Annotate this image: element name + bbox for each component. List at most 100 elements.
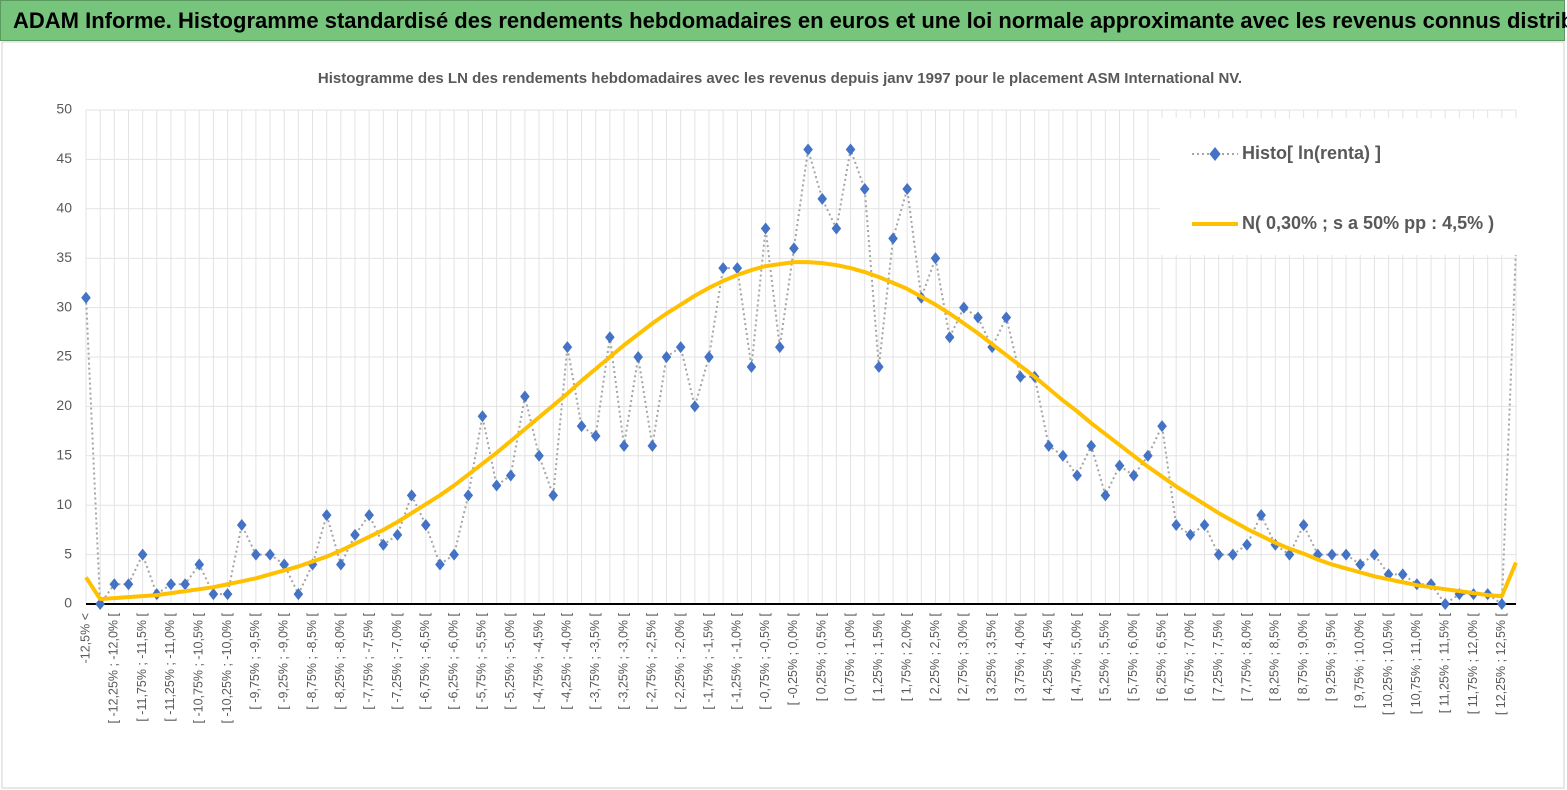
x-tick-label: [ -11,75% ; -11,5% [ <box>135 612 149 721</box>
x-tick-label: [ 2,75% ; 3,0% [ <box>956 612 970 701</box>
x-tick-label: [ 11,75% ; 12,0% [ <box>1466 612 1480 714</box>
data-point <box>1015 370 1026 383</box>
x-tick-label: [ -0,75% ; -0,5% [ <box>758 612 772 709</box>
x-tick-label: [ 4,25% ; 4,5% [ <box>1041 612 1055 701</box>
data-point <box>435 558 445 571</box>
x-tick-label: [ 11,25% ; 11,5% [ <box>1438 612 1452 713</box>
data-point <box>137 548 148 561</box>
data-point <box>392 528 403 541</box>
data-point <box>222 588 233 601</box>
data-point <box>590 430 601 443</box>
x-tick-label: [ -4,75% ; -4,5% [ <box>531 612 545 709</box>
data-point <box>1369 548 1380 561</box>
data-point <box>1355 558 1366 571</box>
data-point <box>1043 439 1054 452</box>
x-tick-label: [ -12,25% ; -12,0% [ <box>107 612 121 723</box>
data-point <box>973 311 983 324</box>
data-point <box>803 143 813 156</box>
data-point <box>1086 439 1097 452</box>
data-point <box>406 489 417 502</box>
x-tick-label: [ 8,75% ; 9,0% [ <box>1296 612 1310 701</box>
legend-marker <box>1209 147 1221 161</box>
x-tick-label: [ -1,25% ; -1,0% [ <box>730 612 744 709</box>
y-tick-label: 40 <box>56 200 72 216</box>
data-point <box>690 400 700 413</box>
x-tick-label: [ 3,25% ; 3,5% [ <box>984 612 998 701</box>
y-tick-label: 25 <box>56 348 72 364</box>
data-point <box>1213 548 1224 561</box>
data-point <box>1298 518 1309 531</box>
data-point <box>1199 518 1210 531</box>
x-tick-label: [ -11,25% ; -11,0% [ <box>163 612 177 721</box>
data-point <box>520 390 530 403</box>
data-point <box>166 578 176 591</box>
data-point <box>576 420 587 433</box>
x-tick-label: [ 8,25% ; 8,5% [ <box>1268 612 1282 701</box>
x-tick-label: [ -5,25% ; -5,0% [ <box>503 612 517 709</box>
data-point <box>718 262 728 275</box>
y-tick-label: 45 <box>56 150 72 166</box>
x-tick-label: [ 12,25% ; 12,5% [ <box>1494 612 1508 715</box>
x-tick-label: [ -2,75% ; -2,5% [ <box>645 612 659 709</box>
x-tick-label: [ -8,25% ; -8,0% [ <box>333 612 347 709</box>
data-point <box>265 548 275 561</box>
x-tick-label: [ 10,75% ; 11,0% [ <box>1409 612 1423 714</box>
chart-frame <box>1 41 1565 789</box>
data-point <box>449 548 459 561</box>
x-tick-label: [ 5,25% ; 5,5% [ <box>1098 612 1112 701</box>
data-point <box>930 252 941 265</box>
data-point <box>477 410 488 423</box>
y-tick-label: 5 <box>64 545 72 561</box>
chart-title: Histogramme des LN des rendements hebdom… <box>318 70 1242 87</box>
data-point <box>647 439 658 452</box>
x-tick-label: [ 5,75% ; 6,0% [ <box>1126 612 1140 701</box>
data-point <box>1114 459 1125 472</box>
x-tick-label: [ 6,75% ; 7,0% [ <box>1183 612 1197 701</box>
data-point <box>180 578 190 591</box>
y-tick-label: 10 <box>56 496 72 512</box>
data-point <box>1072 469 1082 482</box>
x-tick-label: [ -6,25% ; -6,0% [ <box>446 612 460 709</box>
x-tick-label: [ 0,75% ; 1,0% [ <box>843 612 857 701</box>
x-tick-label: [ 9,25% ; 9,5% [ <box>1324 612 1338 701</box>
data-point <box>194 558 205 571</box>
data-point <box>491 479 502 492</box>
data-point <box>378 538 389 551</box>
data-point <box>944 331 955 344</box>
data-point <box>1440 598 1451 610</box>
data-point <box>874 360 884 373</box>
data-point <box>1058 449 1068 462</box>
page-title: ADAM Informe. Histogramme standardisé de… <box>0 0 1567 41</box>
x-tick-label: [ -5,75% ; -5,5% [ <box>475 612 489 709</box>
data-point <box>81 291 91 304</box>
x-tick-label: [ 3,75% ; 4,0% [ <box>1013 612 1027 701</box>
x-tick-label: [ 4,75% ; 5,0% [ <box>1069 612 1083 701</box>
x-tick-label: [ -7,25% ; -7,0% [ <box>390 612 404 709</box>
x-tick-label: [ -6,75% ; -6,5% [ <box>418 612 432 709</box>
x-tick-label: [ 6,25% ; 6,5% [ <box>1154 612 1168 701</box>
x-tick-label: [ -3,75% ; -3,5% [ <box>588 612 602 709</box>
x-tick-label: [ -2,25% ; -2,0% [ <box>673 612 687 709</box>
data-point <box>661 351 672 363</box>
data-point <box>704 351 714 363</box>
x-tick-label: [ -7,75% ; -7,5% [ <box>361 612 375 709</box>
data-point <box>123 578 134 591</box>
data-point <box>817 192 828 205</box>
x-tick-label: -12,5% < <box>78 613 92 663</box>
data-point <box>1242 538 1252 551</box>
data-point <box>1341 548 1351 561</box>
data-point <box>548 489 559 502</box>
data-point <box>336 558 346 571</box>
y-tick-label: 50 <box>56 101 72 117</box>
data-point <box>1171 518 1181 531</box>
data-point <box>1157 420 1167 433</box>
data-point <box>633 351 643 363</box>
data-point <box>463 489 474 502</box>
x-tick-label: [ 9,75% ; 10,0% [ <box>1353 612 1367 708</box>
x-tick-label: [ 7,75% ; 8,0% [ <box>1239 612 1253 701</box>
x-tick-label: [ -9,75% ; -9,5% [ <box>248 612 262 709</box>
data-point <box>902 183 912 196</box>
data-point <box>1100 489 1111 502</box>
